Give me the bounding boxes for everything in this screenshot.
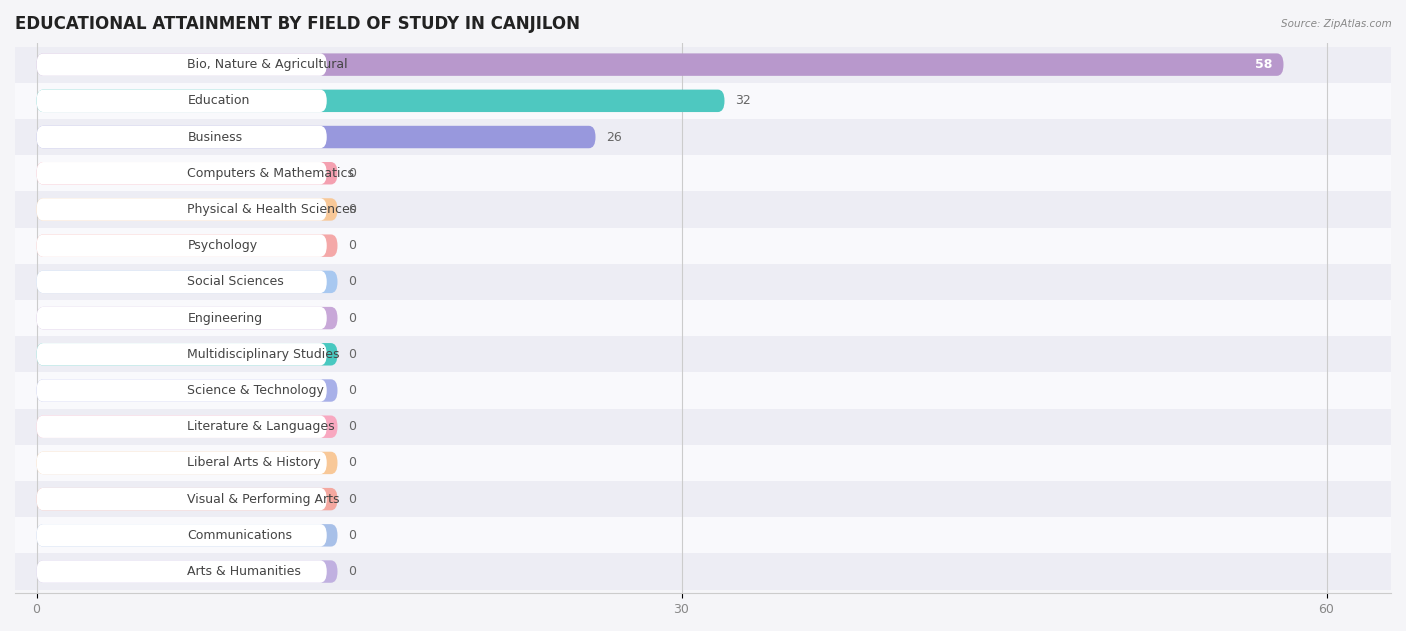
FancyBboxPatch shape: [37, 524, 337, 546]
Text: Business: Business: [187, 131, 243, 143]
FancyBboxPatch shape: [37, 235, 326, 257]
FancyBboxPatch shape: [37, 162, 326, 184]
FancyBboxPatch shape: [37, 198, 337, 221]
Text: Physical & Health Sciences: Physical & Health Sciences: [187, 203, 357, 216]
Bar: [15, 264, 1391, 300]
FancyBboxPatch shape: [37, 452, 337, 474]
Text: 0: 0: [349, 312, 356, 324]
Bar: [15, 119, 1391, 155]
FancyBboxPatch shape: [37, 54, 326, 76]
Text: 0: 0: [349, 167, 356, 180]
FancyBboxPatch shape: [37, 343, 326, 365]
Text: Engineering: Engineering: [187, 312, 263, 324]
Text: 0: 0: [349, 529, 356, 542]
FancyBboxPatch shape: [37, 415, 337, 438]
Text: 0: 0: [349, 203, 356, 216]
FancyBboxPatch shape: [37, 162, 337, 184]
Text: Social Sciences: Social Sciences: [187, 275, 284, 288]
FancyBboxPatch shape: [37, 126, 596, 148]
FancyBboxPatch shape: [37, 126, 326, 148]
Text: Computers & Mathematics: Computers & Mathematics: [187, 167, 354, 180]
FancyBboxPatch shape: [37, 379, 337, 402]
Bar: [15, 191, 1391, 228]
Bar: [15, 155, 1391, 191]
FancyBboxPatch shape: [37, 271, 326, 293]
Text: Liberal Arts & History: Liberal Arts & History: [187, 456, 321, 469]
FancyBboxPatch shape: [37, 379, 326, 402]
Bar: [15, 300, 1391, 336]
Text: Multidisciplinary Studies: Multidisciplinary Studies: [187, 348, 340, 361]
Text: 0: 0: [349, 493, 356, 505]
Bar: [15, 47, 1391, 83]
Bar: [15, 83, 1391, 119]
FancyBboxPatch shape: [37, 90, 724, 112]
Text: Psychology: Psychology: [187, 239, 257, 252]
Text: 0: 0: [349, 348, 356, 361]
FancyBboxPatch shape: [37, 343, 337, 365]
Text: 0: 0: [349, 456, 356, 469]
Text: 32: 32: [735, 94, 751, 107]
FancyBboxPatch shape: [37, 307, 337, 329]
Bar: [15, 481, 1391, 517]
FancyBboxPatch shape: [37, 54, 1284, 76]
Bar: [15, 445, 1391, 481]
Bar: [15, 409, 1391, 445]
Text: Bio, Nature & Agricultural: Bio, Nature & Agricultural: [187, 58, 349, 71]
Text: 0: 0: [349, 565, 356, 578]
Text: 0: 0: [349, 239, 356, 252]
FancyBboxPatch shape: [37, 271, 337, 293]
Text: Science & Technology: Science & Technology: [187, 384, 325, 397]
Text: Source: ZipAtlas.com: Source: ZipAtlas.com: [1281, 19, 1392, 29]
FancyBboxPatch shape: [37, 307, 326, 329]
Bar: [15, 517, 1391, 553]
Text: Education: Education: [187, 94, 250, 107]
Text: Literature & Languages: Literature & Languages: [187, 420, 335, 433]
Bar: [15, 372, 1391, 409]
Text: EDUCATIONAL ATTAINMENT BY FIELD OF STUDY IN CANJILON: EDUCATIONAL ATTAINMENT BY FIELD OF STUDY…: [15, 15, 581, 33]
Bar: [15, 336, 1391, 372]
FancyBboxPatch shape: [37, 488, 326, 510]
Text: Communications: Communications: [187, 529, 292, 542]
FancyBboxPatch shape: [37, 235, 337, 257]
Text: Arts & Humanities: Arts & Humanities: [187, 565, 301, 578]
FancyBboxPatch shape: [37, 415, 326, 438]
Bar: [15, 553, 1391, 589]
FancyBboxPatch shape: [37, 488, 337, 510]
Text: 0: 0: [349, 384, 356, 397]
Text: 58: 58: [1256, 58, 1272, 71]
Text: 0: 0: [349, 420, 356, 433]
Bar: [15, 228, 1391, 264]
FancyBboxPatch shape: [37, 560, 326, 583]
FancyBboxPatch shape: [37, 198, 326, 221]
Text: 0: 0: [349, 275, 356, 288]
FancyBboxPatch shape: [37, 560, 337, 583]
Text: Visual & Performing Arts: Visual & Performing Arts: [187, 493, 340, 505]
FancyBboxPatch shape: [37, 90, 326, 112]
Text: 26: 26: [606, 131, 621, 143]
FancyBboxPatch shape: [37, 452, 326, 474]
FancyBboxPatch shape: [37, 524, 326, 546]
